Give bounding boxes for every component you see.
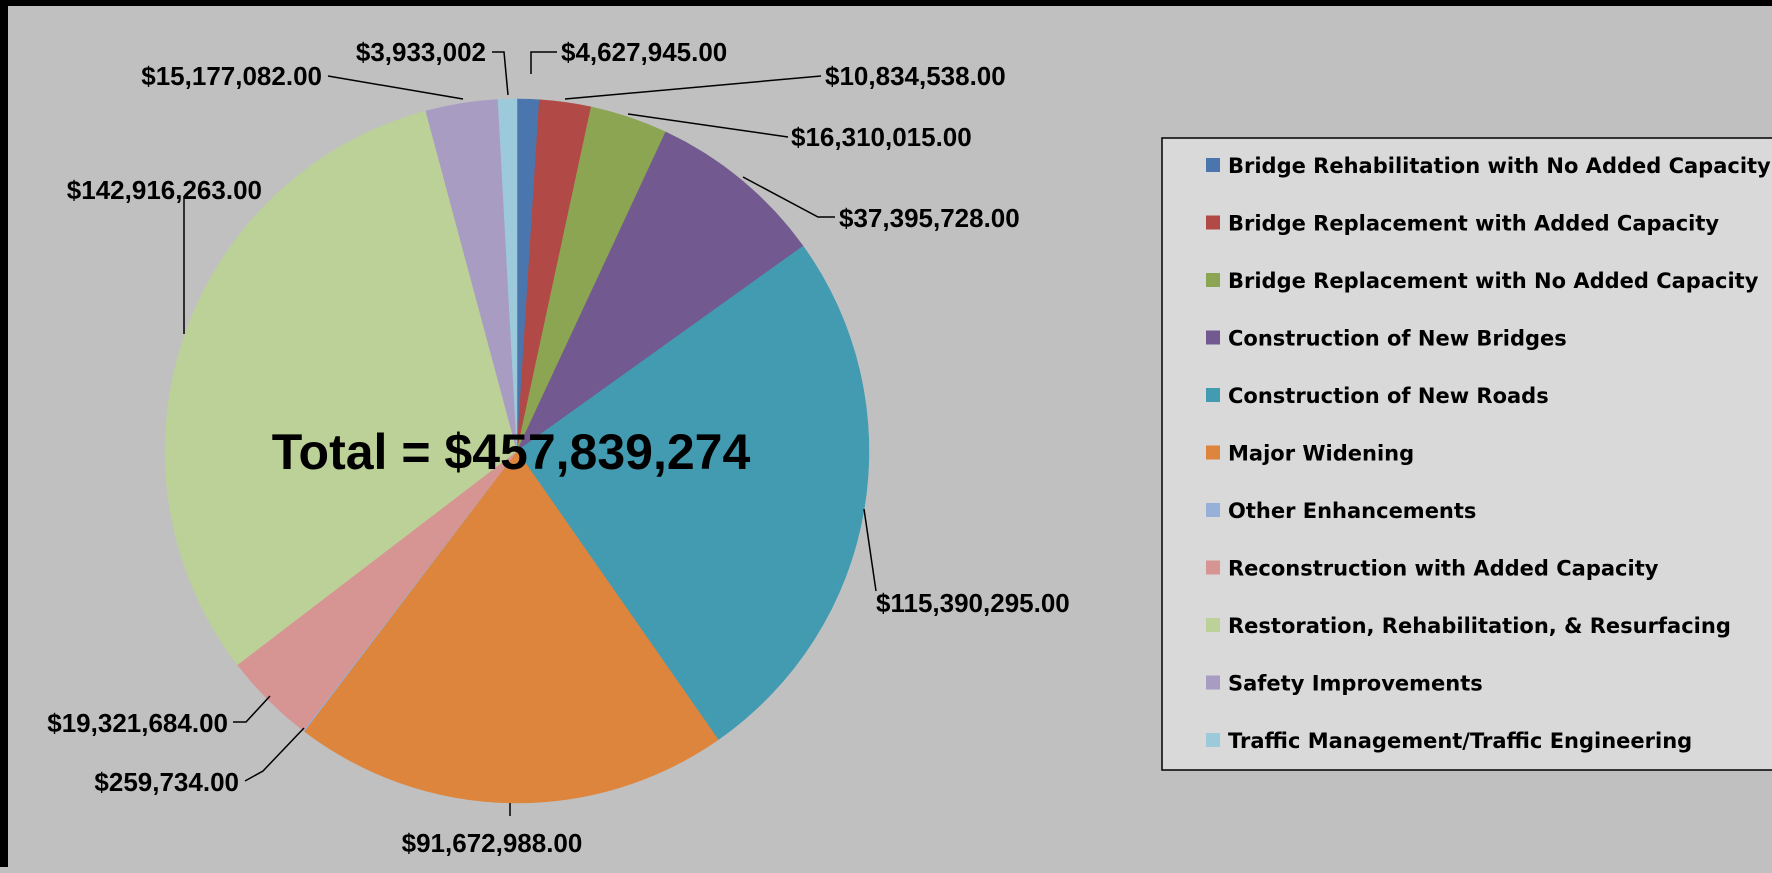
data-label-construction-of-new-bridges: $37,395,728.00 — [839, 203, 1020, 233]
legend-label-construction-of-new-roads: Construction of New Roads — [1228, 384, 1549, 408]
leader-line-other-enhancements — [244, 727, 305, 782]
pie-slice-construction-of-new-bridges — [516, 131, 804, 452]
legend-swatch-construction-of-new-roads — [1206, 388, 1220, 402]
legend-label-safety-improvements: Safety Improvements — [1228, 672, 1483, 696]
data-label-bridge-replacement-with-added-capacity: $10,834,538.00 — [825, 61, 1006, 91]
legend-label-other-enhancements: Other Enhancements — [1228, 499, 1476, 523]
legend-swatch-bridge-replacement-with-no-added-capacity — [1206, 273, 1220, 287]
legend-label-bridge-replacement-with-no-added-capacity: Bridge Replacement with No Added Capacit… — [1228, 269, 1759, 293]
legend-label-bridge-rehabilitation-with-no-added-capacity: Bridge Rehabilitation with No Added Capa… — [1228, 154, 1771, 178]
legend-items: Bridge Rehabilitation with No Added Capa… — [1206, 154, 1771, 753]
pie-chart: $4,627,945.00 $10,834,538.00 $16,310,015.0… — [47, 37, 1772, 858]
data-label-restoration-rehabilitation-resurfacing: $142,916,263.00 — [67, 175, 262, 205]
legend-swatch-reconstruction-with-added-capacity — [1206, 560, 1220, 575]
pie-slices — [164, 98, 870, 804]
legend-swatch-safety-improvements — [1206, 675, 1220, 690]
data-label-traffic-management-traffic-engineering: $3,933,002 — [356, 37, 486, 67]
legend-box — [1161, 137, 1772, 771]
legend-label-construction-of-new-bridges: Construction of New Bridges — [1228, 327, 1567, 351]
data-label-major-widening: $91,672,988.00 — [402, 828, 583, 858]
legend-label-reconstruction-with-added-capacity: Reconstruction with Added Capacity — [1228, 557, 1659, 581]
leader-line-traffic-management-traffic-engineering — [492, 51, 509, 96]
leader-line-bridge-replacement-with-added-capacity — [564, 75, 822, 100]
leader-line-construction-of-new-bridges — [742, 176, 835, 218]
pie-slice-restoration-rehabilitation-resurfacing — [164, 110, 518, 666]
total-label: Total = $457,839,274 — [272, 424, 751, 480]
data-label-bridge-replacement-with-no-added-capacity: $16,310,015.00 — [791, 122, 972, 152]
legend-swatch-construction-of-new-bridges — [1206, 330, 1220, 345]
leader-line-bridge-replacement-with-no-added-capacity — [627, 113, 789, 138]
data-label-bridge-rehabilitation-with-no-added-capacity: $4,627,945.00 — [561, 37, 727, 67]
legend-label-bridge-replacement-with-added-capacity: Bridge Replacement with Added Capacity — [1228, 212, 1719, 236]
leader-lines — [183, 51, 877, 816]
legend-swatch-traffic-management-traffic-engineering — [1206, 733, 1220, 747]
legend: Bridge Rehabilitation with No Added Capa… — [1161, 137, 1772, 771]
leader-line-bridge-rehabilitation-with-no-added-capacity — [530, 51, 557, 74]
legend-swatch-restoration-rehabilitation-resurfacing — [1206, 618, 1220, 632]
data-label-construction-of-new-roads: $115,390,295.00 — [876, 588, 1070, 618]
pie-slice-traffic-management-traffic-engineering — [497, 98, 518, 452]
leader-line-construction-of-new-roads — [863, 508, 877, 592]
data-label-safety-improvements: $15,177,082.00 — [141, 61, 322, 91]
leader-line-reconstruction-with-added-capacity — [233, 695, 271, 723]
legend-swatch-bridge-rehabilitation-with-no-added-capacity — [1206, 158, 1220, 172]
data-labels: $4,627,945.00 $10,834,538.00 $16,310,015.0… — [47, 37, 1070, 858]
data-label-reconstruction-with-added-capacity: $19,321,684.00 — [47, 708, 228, 738]
legend-swatch-bridge-replacement-with-added-capacity — [1206, 215, 1220, 230]
legend-swatch-major-widening — [1206, 445, 1220, 460]
legend-swatch-other-enhancements — [1206, 503, 1220, 517]
legend-label-restoration-rehabilitation-resurfacing: Restoration, Rehabilitation, & Resurfaci… — [1228, 614, 1731, 638]
legend-label-traffic-management-traffic-engineering: Traffic Management/Traffic Engineering — [1228, 729, 1692, 753]
pie-slice-major-widening — [303, 450, 719, 804]
leader-line-safety-improvements — [327, 75, 464, 100]
legend-label-major-widening: Major Widening — [1228, 442, 1414, 466]
data-label-other-enhancements: $259,734.00 — [94, 767, 239, 797]
